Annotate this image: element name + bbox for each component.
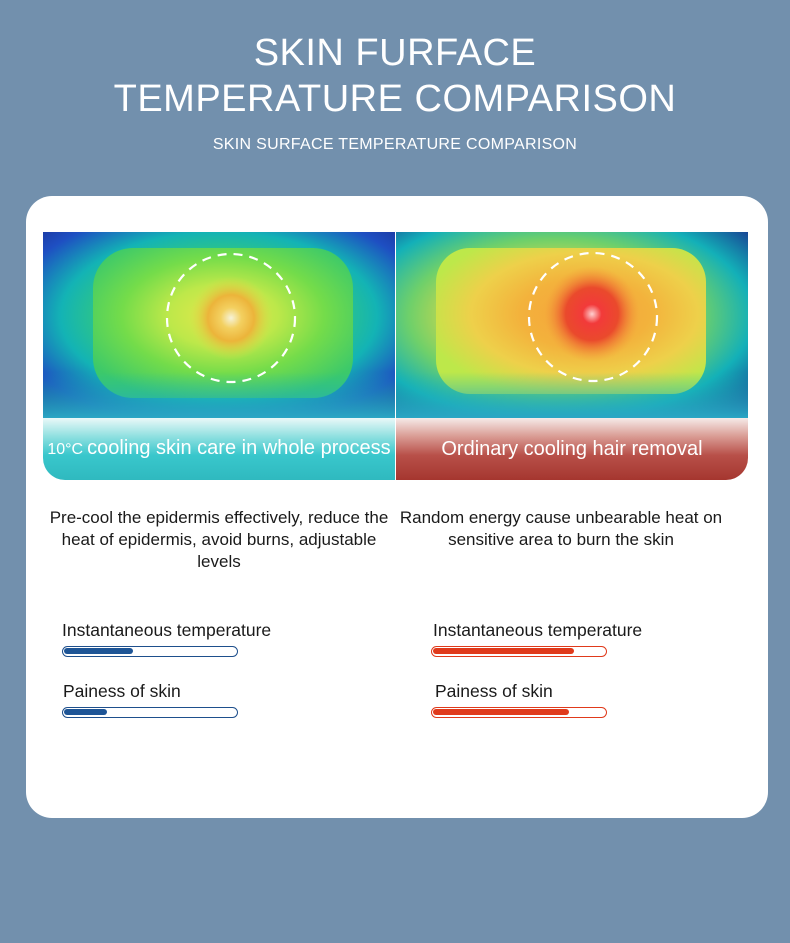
temperature-label: 10°C: [47, 441, 84, 458]
temperature-bar-right: [431, 646, 607, 657]
ordinary-description: Random energy cause unbearable heat on s…: [399, 508, 723, 549]
ordinary-banner: Ordinary cooling hair removal: [396, 418, 748, 480]
metric-label-pain-right: Painess of skin: [435, 681, 553, 701]
cooling-banner: 10°C cooling skin care in whole process: [43, 418, 395, 480]
cooling-description: Pre-cool the epidermis effectively, redu…: [49, 508, 389, 571]
page-title-line2: TEMPERATURE COMPARISON: [113, 78, 677, 120]
pain-bar-fill-left: [64, 709, 107, 715]
metric-label-temperature-left: Instantaneous temperature: [62, 620, 272, 640]
pain-bar-right: [431, 707, 607, 718]
temperature-bar-left: [62, 646, 238, 657]
cooling-banner-text: cooling skin care in whole process: [87, 437, 391, 459]
page-title-line1: SKIN FURFACE: [253, 32, 537, 74]
thermal-image-cooling: [43, 232, 395, 418]
page-subtitle: SKIN SURFACE TEMPERATURE COMPARISON: [212, 136, 578, 153]
metric-label-pain-left: Painess of skin: [63, 681, 181, 701]
ordinary-banner-text: Ordinary cooling hair removal: [441, 437, 703, 460]
pain-bar-left: [62, 707, 238, 718]
metric-label-temperature-right: Instantaneous temperature: [433, 620, 643, 640]
temperature-bar-fill-right: [433, 648, 574, 654]
temperature-bar-fill-left: [64, 648, 133, 654]
thermal-image-ordinary: [396, 232, 748, 418]
pain-bar-fill-right: [433, 709, 569, 715]
